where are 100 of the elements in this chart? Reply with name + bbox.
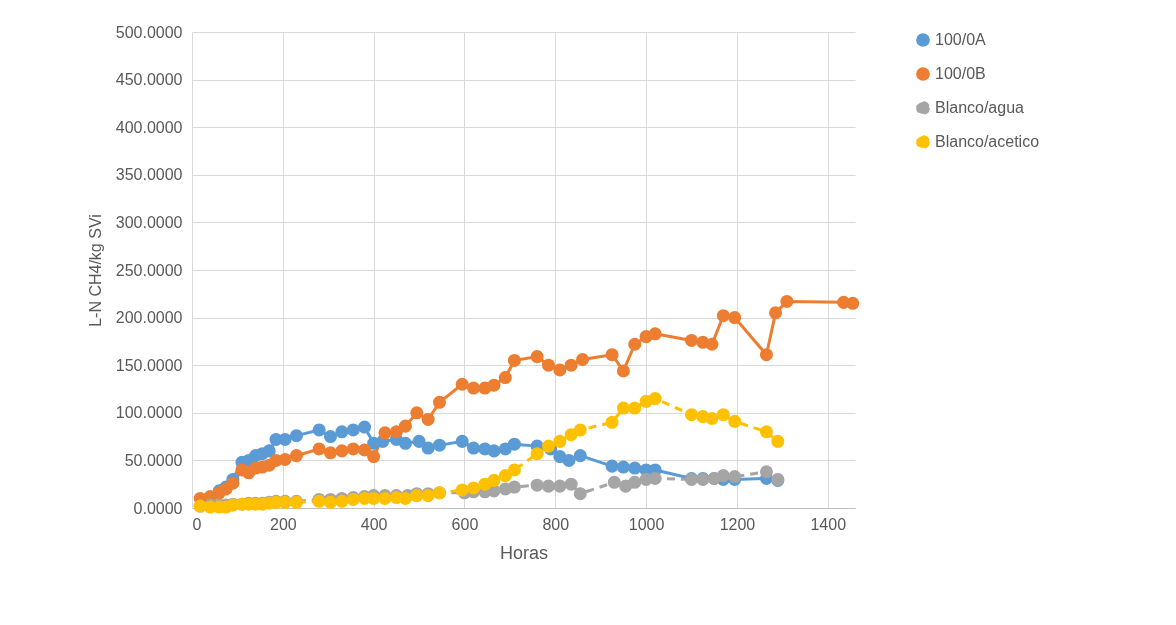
legend-label: Blanco/agua: [935, 99, 1025, 116]
point: [728, 414, 742, 428]
point: [278, 432, 292, 446]
y-tick-label: 500.0000: [115, 23, 183, 41]
point: [541, 358, 555, 372]
point: [455, 377, 469, 391]
point: [367, 450, 381, 464]
point: [487, 444, 501, 458]
point: [564, 358, 578, 372]
point: [562, 453, 576, 467]
point: [648, 392, 662, 406]
point: [728, 311, 742, 325]
point: [507, 437, 521, 451]
point: [432, 395, 447, 409]
point: [498, 469, 512, 483]
x-tick-label: 800: [542, 515, 570, 533]
point: [705, 412, 719, 426]
point: [226, 476, 240, 490]
point: [648, 327, 662, 341]
point: [507, 480, 521, 494]
legend-label: 100/0B: [935, 65, 986, 82]
point: [507, 353, 521, 367]
point: [289, 429, 303, 443]
x-tick-label: 1000: [628, 515, 665, 533]
point: [705, 337, 719, 351]
y-tick-label: 150.0000: [115, 356, 183, 374]
point: [421, 441, 435, 455]
y-tick-label: 300.0000: [115, 213, 183, 231]
point: [312, 442, 326, 456]
x-tick-label: 600: [451, 515, 479, 533]
point: [771, 434, 785, 448]
point: [358, 443, 372, 457]
point: [421, 412, 435, 426]
point: [278, 452, 292, 466]
point: [605, 415, 619, 429]
point: [716, 309, 730, 323]
point: [467, 481, 481, 495]
y-tick-label: 100.0000: [115, 404, 183, 422]
point: [553, 479, 567, 493]
point: [530, 478, 544, 492]
y-tick-label: 400.0000: [115, 118, 183, 136]
point: [616, 401, 630, 415]
point: [759, 465, 773, 479]
x-tick-label: 0: [192, 515, 202, 533]
point: [412, 434, 426, 448]
point: [323, 446, 338, 460]
y-tick-label: 350.0000: [115, 166, 183, 184]
y-tick-label: 450.0000: [115, 71, 183, 89]
x-tick-label: 1400: [810, 515, 847, 533]
point: [628, 461, 642, 475]
point: [378, 426, 392, 440]
y-tick-label: 0.0000: [133, 499, 183, 517]
point: [432, 438, 447, 452]
point: [648, 471, 662, 485]
point: [616, 460, 630, 474]
point: [628, 475, 642, 489]
y-axis-title: L-N CH4/kg SVi: [86, 214, 104, 327]
y-tick-label: 50.0000: [124, 451, 183, 469]
point: [487, 378, 501, 392]
point: [716, 408, 730, 422]
point: [467, 381, 481, 395]
point: [573, 487, 587, 501]
point: [628, 401, 642, 415]
point: [335, 425, 349, 439]
point: [769, 306, 783, 320]
point: [564, 477, 578, 491]
point: [573, 423, 587, 437]
y-tick-label: 200.0000: [115, 309, 183, 327]
point: [312, 423, 326, 437]
point: [346, 442, 360, 456]
point: [398, 436, 412, 450]
point: [553, 363, 567, 377]
y-tick-label: 250.0000: [115, 261, 183, 279]
point: [685, 408, 699, 422]
x-tick-label: 400: [360, 515, 388, 533]
point: [846, 296, 860, 310]
point: [759, 425, 773, 439]
point: [507, 463, 521, 477]
point: [541, 479, 555, 493]
point: [530, 350, 544, 364]
point: [455, 434, 469, 448]
point: [323, 430, 338, 444]
x-tick-label: 200: [269, 515, 297, 533]
point: [358, 420, 372, 434]
point: [685, 333, 699, 347]
point: [346, 423, 360, 437]
point: [759, 348, 773, 362]
point: [467, 441, 481, 455]
point: [573, 449, 587, 463]
point: [262, 444, 276, 458]
legend-label: 100/0A: [935, 31, 987, 48]
point: [410, 406, 424, 420]
point: [553, 434, 567, 448]
point: [628, 337, 642, 351]
legend-label: Blanco/acetico: [935, 133, 1040, 150]
point: [530, 447, 544, 461]
x-tick-label: 1200: [719, 515, 756, 533]
point: [289, 449, 303, 463]
point: [389, 425, 403, 439]
point: [498, 371, 512, 385]
